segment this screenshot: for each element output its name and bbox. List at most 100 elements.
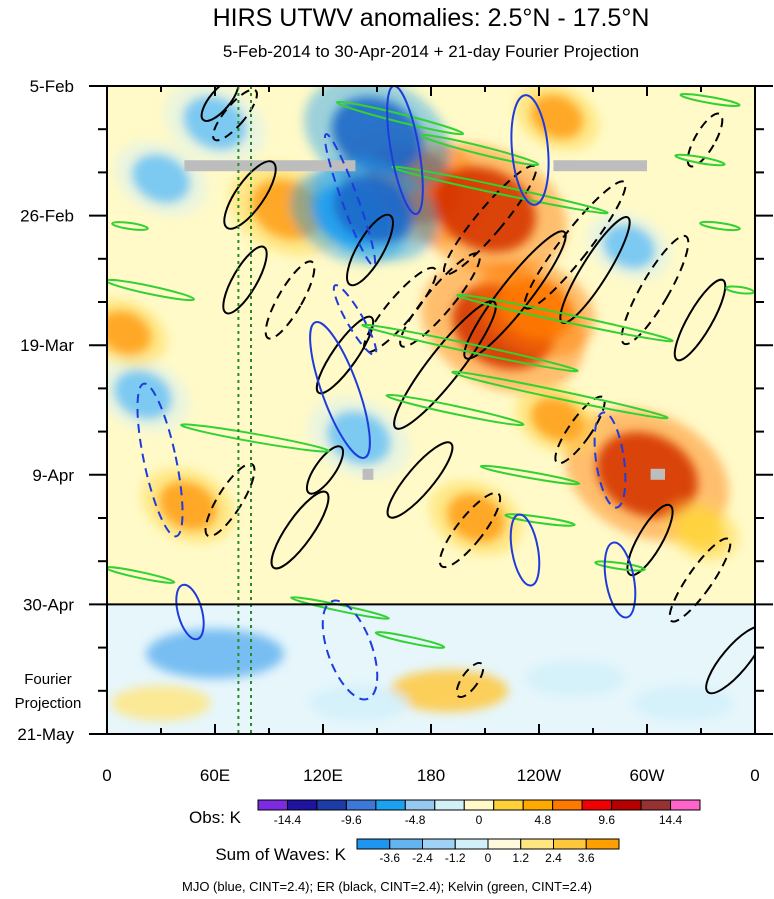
colorbar-tick-label: 14.4 xyxy=(659,813,683,827)
obs-colorbar-label: Obs: K xyxy=(189,808,242,827)
kelvin-contour xyxy=(420,133,540,167)
missing-data-bar xyxy=(650,468,665,480)
er-contour xyxy=(559,215,631,325)
er-contour xyxy=(270,490,330,570)
er-contour xyxy=(668,537,732,623)
colorbar-tick-label: -14.4 xyxy=(274,813,302,827)
colorbar-tick-label: -3.6 xyxy=(379,851,400,865)
mjo-contour xyxy=(323,133,377,267)
x-tick-label: 0 xyxy=(750,766,759,785)
x-tick-label: 0 xyxy=(102,766,111,785)
missing-data-bars xyxy=(184,160,665,480)
projection-anomaly-blob xyxy=(633,685,733,721)
colorbar-swatch xyxy=(356,838,391,850)
x-tick-label: 60E xyxy=(200,766,230,785)
x-tick-label: 60W xyxy=(630,766,665,785)
colorbar-tick-label: -2.4 xyxy=(412,851,433,865)
colorbar-tick-label: -1.2 xyxy=(445,851,466,865)
mjo-wave-contours xyxy=(136,86,637,701)
colorbar-swatch xyxy=(316,799,347,811)
colorbar-tick-label: 1.2 xyxy=(512,851,529,865)
projection-anomaly-blob xyxy=(389,669,509,712)
colorbar-swatch xyxy=(553,838,587,850)
colorbar-tick-label: 3.6 xyxy=(578,851,595,865)
er-contour xyxy=(212,88,258,142)
chart-subtitle: 5-Feb-2014 to 30-Apr-2014 + 21-day Fouri… xyxy=(223,42,639,61)
wave-legend-text: MJO (blue, CINT=2.4); ER (black, CINT=2.… xyxy=(182,879,592,894)
er-contour xyxy=(399,252,481,348)
mjo-contour xyxy=(386,86,424,216)
y-axis: 5-Feb 26-Feb 19-Mar 9-Apr 30-Apr 21-May xyxy=(17,77,773,744)
er-contour xyxy=(626,503,674,577)
er-contour xyxy=(305,445,345,495)
kelvin-contour xyxy=(479,464,581,486)
er-contour xyxy=(204,462,256,538)
colorbar-swatch xyxy=(611,799,642,811)
x-tick-label: 180 xyxy=(417,766,445,785)
er-contour xyxy=(705,625,755,695)
kelvin-contour xyxy=(679,93,741,107)
kelvin-contour xyxy=(180,423,330,453)
kelvin-contour xyxy=(361,323,579,373)
y-tick-label: 5-Feb xyxy=(30,77,74,96)
er-contour xyxy=(315,315,375,395)
er-contour xyxy=(200,86,240,122)
colorbar-swatch xyxy=(345,799,377,811)
y-tick-label: 26-Feb xyxy=(20,207,74,226)
kelvin-contour xyxy=(674,153,726,167)
colorbar-swatch xyxy=(434,799,465,811)
missing-data-bar xyxy=(184,160,356,172)
obs-anomaly-halo xyxy=(663,499,739,561)
y-tick-label: 9-Apr xyxy=(32,466,74,485)
er-contour xyxy=(673,278,727,362)
waves-colorbar: Sum of Waves: K -3.6 -2.4 -1.2 0 1.2 2.4 3.6 xyxy=(215,838,620,865)
obs-anomaly-halo xyxy=(308,396,410,480)
colorbar-tick-label: 4.8 xyxy=(535,813,552,827)
mjo-contour xyxy=(136,382,184,538)
colorbar-tick-label: 2.4 xyxy=(545,851,562,865)
colorbar-tick-label: -4.8 xyxy=(405,813,426,827)
er-wave-contours xyxy=(200,86,755,699)
kelvin-contour xyxy=(456,293,674,343)
mjo-contour xyxy=(510,94,550,206)
projection-anomaly-blob xyxy=(309,685,409,721)
colorbar-swatch xyxy=(422,838,456,850)
kelvin-contour xyxy=(374,631,446,649)
colorbar-swatch xyxy=(286,799,318,811)
kelvin-contour xyxy=(725,285,755,295)
obs-anomaly-halo xyxy=(164,86,266,165)
er-contour xyxy=(523,180,627,310)
colorbar-swatch xyxy=(522,799,554,811)
kelvin-contour xyxy=(451,370,669,420)
er-contour xyxy=(463,230,567,360)
mjo-contour xyxy=(593,411,627,509)
mjo-contour xyxy=(603,541,637,619)
kelvin-contour xyxy=(699,220,741,232)
kelvin-contour xyxy=(107,566,176,584)
colorbar-swatch xyxy=(375,799,406,811)
colorbar-swatch xyxy=(670,799,701,811)
kelvin-contour xyxy=(107,278,196,302)
colorbar-swatch xyxy=(585,838,620,850)
er-contour xyxy=(438,491,502,569)
obs-anomaly-halo xyxy=(514,86,600,151)
waves-colorbar-label: Sum of Waves: K xyxy=(215,845,346,864)
colorbar-swatch xyxy=(640,799,672,811)
x-tick-label: 120W xyxy=(517,766,561,785)
y-tick-label: 19-Mar xyxy=(20,336,74,355)
obs-colorbar: Obs: K -14.4 -9.6 -4.8 0 4.8 9.6 14.4 xyxy=(189,799,701,827)
plot-area xyxy=(107,86,755,734)
er-contour xyxy=(620,234,690,346)
missing-data-bar xyxy=(362,468,374,480)
mjo-contour xyxy=(332,284,378,356)
y-tick-label: 21-May xyxy=(17,725,74,744)
colorbar-swatch xyxy=(487,838,522,850)
colorbar-swatch xyxy=(520,838,554,850)
colorbar-swatch xyxy=(404,799,436,811)
mjo-contour xyxy=(509,513,541,587)
projection-anomaly-blob xyxy=(146,628,284,679)
mjo-contour xyxy=(309,321,371,459)
obs-anomaly-halo xyxy=(107,298,168,367)
kelvin-contour xyxy=(385,393,525,427)
